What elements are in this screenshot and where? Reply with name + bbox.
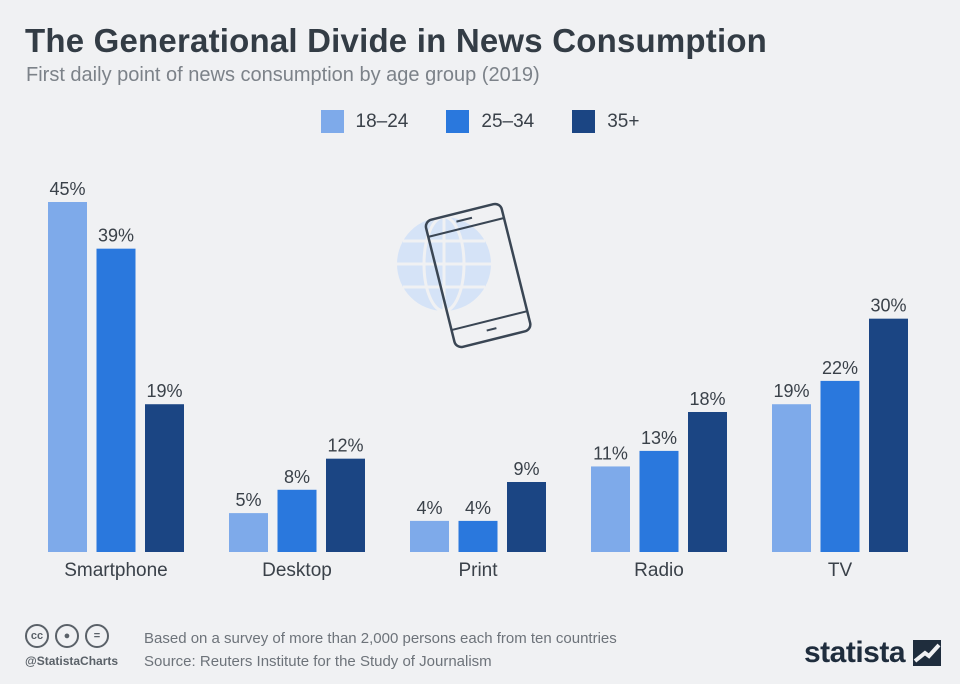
bar-smartphone-18-24 xyxy=(48,202,87,552)
legend-label: 35+ xyxy=(607,110,640,132)
brand-wordmark: statista xyxy=(804,636,906,669)
bar-tv-25-34 xyxy=(820,380,860,552)
data-label-tv-35: 30% xyxy=(870,296,906,316)
data-label-desktop-35: 12% xyxy=(327,436,363,456)
footer-notes: Based on a survey of more than 2,000 per… xyxy=(144,627,617,673)
bar-print-35 xyxy=(507,482,546,552)
category-label-radio: Radio xyxy=(634,560,684,581)
survey-note: Based on a survey of more than 2,000 per… xyxy=(144,630,617,647)
data-label-smartphone-18-24: 45% xyxy=(49,179,85,199)
data-label-radio-25-34: 13% xyxy=(641,428,677,448)
legend-swatch xyxy=(446,110,470,133)
data-label-tv-25-34: 22% xyxy=(822,358,858,378)
license-icons: cc ● = xyxy=(25,624,109,648)
attribution-icon: ● xyxy=(55,624,79,648)
data-label-radio-35: 18% xyxy=(689,389,725,409)
bars-layer: 45% 39% 19% Smartphone 5% 8% 12% Desktop 4% 4% 9% P… xyxy=(48,179,908,581)
data-label-smartphone-25-34: 39% xyxy=(98,226,134,246)
legend-item-25-34: 25–34 xyxy=(446,110,534,133)
legend-swatch xyxy=(572,110,596,133)
chart-subtitle: First daily point of news consumption by… xyxy=(26,64,540,86)
legend: 18–24 25–34 35+ xyxy=(0,110,960,133)
bar-tv-18-24 xyxy=(772,404,811,552)
legend-swatch xyxy=(320,110,344,133)
data-label-tv-18-24: 19% xyxy=(773,381,809,401)
category-label-smartphone: Smartphone xyxy=(64,560,168,581)
legend-label: 18–24 xyxy=(355,110,409,132)
bar-radio-18-24 xyxy=(591,466,630,552)
legend-item-35-plus: 35+ xyxy=(572,110,639,133)
bar-radio-35 xyxy=(688,412,727,552)
category-label-desktop: Desktop xyxy=(262,560,332,581)
statista-mark-icon xyxy=(913,640,942,666)
bar-tv-35 xyxy=(869,318,908,552)
bar-desktop-18-24 xyxy=(229,513,268,552)
category-label-print: Print xyxy=(458,560,498,581)
bar-desktop-35 xyxy=(326,458,365,552)
category-label-tv: TV xyxy=(828,560,853,581)
social-handle: @StatistaCharts xyxy=(25,654,119,668)
bar-print-25-34 xyxy=(458,520,498,552)
no-derivatives-icon: = xyxy=(85,624,109,648)
chart-title: The Generational Divide in News Consumpt… xyxy=(25,22,768,59)
bar-desktop-25-34 xyxy=(277,489,317,552)
data-label-print-18-24: 4% xyxy=(416,498,442,518)
bar-print-18-24 xyxy=(410,520,449,552)
creative-commons-icon: cc xyxy=(25,624,49,648)
statista-logo: statista xyxy=(804,636,942,670)
legend-label: 25–34 xyxy=(481,110,535,132)
data-label-smartphone-35: 19% xyxy=(146,381,182,401)
data-label-desktop-25-34: 8% xyxy=(284,467,310,487)
bar-radio-25-34 xyxy=(639,450,679,552)
bar-smartphone-25-34 xyxy=(96,248,136,552)
bar-smartphone-35 xyxy=(145,404,184,552)
data-label-radio-18-24: 11% xyxy=(593,443,628,463)
source-note: Source: Reuters Institute for the Study … xyxy=(144,653,492,670)
data-label-print-35: 9% xyxy=(513,459,539,479)
smartphone-globe-icon xyxy=(397,202,532,349)
legend-item-18-24: 18–24 xyxy=(320,110,409,133)
data-label-desktop-18-24: 5% xyxy=(235,490,261,510)
data-label-print-25-34: 4% xyxy=(465,498,491,518)
